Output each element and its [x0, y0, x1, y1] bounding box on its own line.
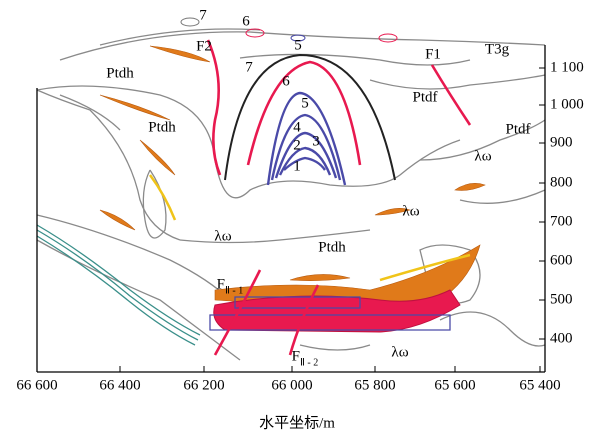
fault-sub: Ⅱ - 1	[225, 285, 243, 296]
map-label: 5	[294, 37, 302, 53]
map-label: λω	[214, 228, 231, 244]
map-label: 6	[282, 73, 290, 89]
map-label: Ptdh	[106, 65, 134, 81]
map-label: 7	[199, 7, 207, 23]
map-label: Ptdf	[412, 89, 437, 105]
map-label: Ptdf	[505, 121, 530, 137]
map-label: F2	[196, 38, 212, 54]
map-label: Ptdh	[318, 239, 346, 255]
map-label: 5	[301, 95, 309, 111]
x-tick-label: 65 400	[519, 377, 560, 393]
map-label: 4	[293, 119, 301, 135]
fault-label: F	[217, 276, 225, 292]
map-label: 2	[293, 137, 301, 153]
map-label: F1	[425, 46, 441, 62]
y-tick-label: 700	[550, 213, 573, 229]
fault-label: F	[292, 348, 300, 364]
y-tick-label: 800	[550, 174, 573, 190]
y-tick-label: 500	[550, 291, 573, 307]
map-label: 7	[245, 59, 253, 75]
map-label: 1	[293, 158, 301, 174]
y-tick-label: 1 100	[550, 59, 584, 75]
x-tick-label: 66 600	[16, 377, 57, 393]
geologic-section: 66 60066 40066 20066 00065 80065 60065 4…	[0, 0, 594, 437]
x-tick-label: 66 000	[271, 377, 312, 393]
x-tick-label: 66 400	[99, 377, 140, 393]
map-label: 3	[312, 133, 320, 149]
x-tick-label: 66 200	[183, 377, 224, 393]
y-tick-label: 600	[550, 252, 573, 268]
fault-sub: Ⅱ - 2	[300, 357, 318, 368]
x-tick-label: 65 600	[434, 377, 475, 393]
map-label: Ptdh	[148, 119, 176, 135]
y-tick-label: 400	[550, 330, 573, 346]
map-label: λω	[402, 203, 419, 219]
map-label: 6	[242, 13, 250, 29]
y-tick-label: 900	[550, 134, 573, 150]
x-axis-title: 水平坐标/m	[259, 414, 335, 431]
y-tick-label: 1 000	[550, 96, 584, 112]
map-label: λω	[474, 148, 491, 164]
x-tick-label: 65 800	[354, 377, 395, 393]
map-label: λω	[391, 344, 408, 360]
map-label: T3g	[485, 41, 510, 57]
